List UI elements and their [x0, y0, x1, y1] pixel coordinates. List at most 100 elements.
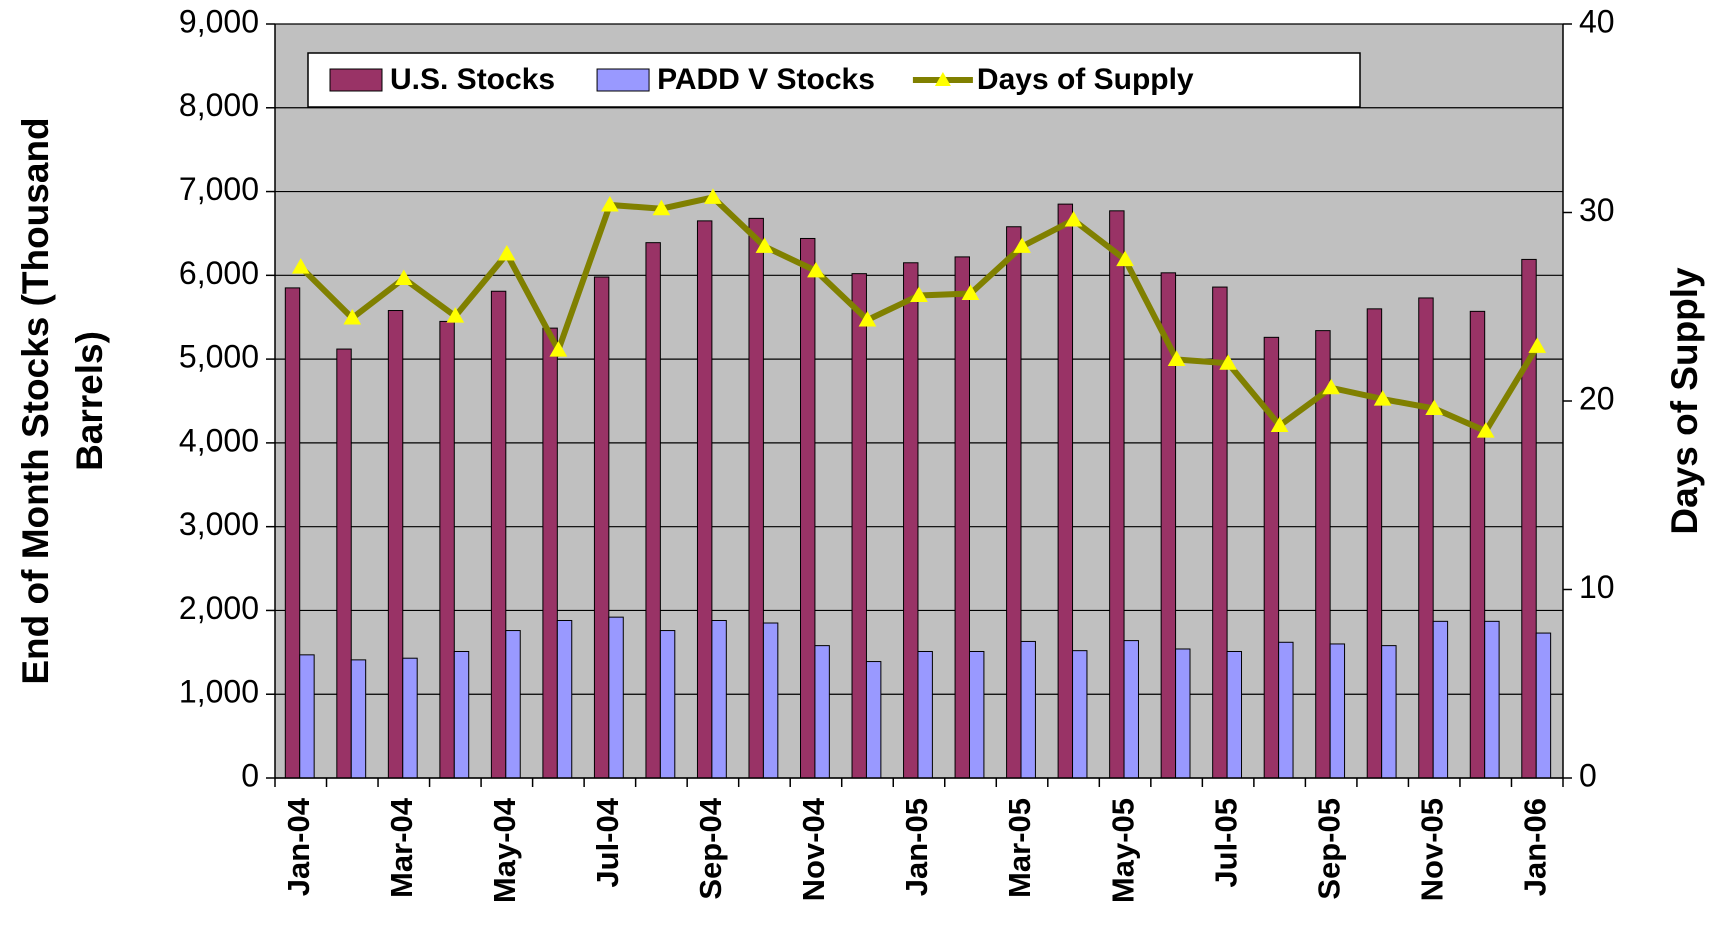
- bar: [1484, 620, 1500, 779]
- y-tick-label: 1,000: [179, 674, 259, 710]
- bar: [439, 320, 455, 779]
- bar: [1381, 645, 1397, 779]
- marker: [858, 310, 877, 327]
- bar: [1020, 640, 1036, 779]
- y-tick-label: 4,000: [179, 422, 259, 458]
- marker: [1476, 422, 1495, 438]
- marker: [1167, 350, 1186, 367]
- bar: [299, 654, 315, 779]
- bar: [593, 276, 610, 779]
- bar: [1329, 643, 1346, 779]
- marker: [497, 244, 516, 261]
- bar: [1521, 258, 1537, 779]
- bar: [1175, 648, 1191, 779]
- bar: [1366, 308, 1383, 779]
- marker: [961, 284, 980, 301]
- bar: [350, 659, 367, 779]
- y2-tick-label: 30: [1579, 192, 1615, 228]
- x-tick-label: May-04: [487, 797, 522, 903]
- marker: [1013, 237, 1031, 253]
- bar: [402, 657, 418, 779]
- bar: [968, 650, 985, 779]
- y2-tick-label: 20: [1579, 380, 1615, 416]
- bar: [954, 256, 970, 779]
- x-tick-label: May-05: [1105, 798, 1140, 903]
- y2-axis-title: Days of Supply: [1664, 267, 1705, 535]
- y-tick-label: 5,000: [179, 339, 259, 375]
- bar: [1535, 632, 1552, 779]
- bar: [608, 616, 624, 779]
- bar: [1432, 620, 1449, 779]
- y-tick-label: 0: [241, 757, 259, 793]
- legend-swatch: [596, 68, 650, 92]
- marker: [652, 199, 671, 216]
- bar: [1226, 650, 1243, 779]
- marker: [446, 307, 465, 323]
- marker: [807, 261, 825, 278]
- y-tick-label: 3,000: [179, 506, 259, 542]
- marker: [1270, 416, 1289, 433]
- x-tick-label: Mar-04: [384, 797, 419, 898]
- marker: [549, 341, 568, 357]
- marker: [1528, 337, 1547, 353]
- marker: [1322, 378, 1341, 395]
- x-tick-label: Jan-05: [899, 798, 934, 896]
- marker: [1064, 211, 1083, 227]
- bar: [711, 619, 727, 779]
- bar: [1263, 336, 1280, 779]
- bar: [1109, 210, 1125, 779]
- bar: [851, 273, 867, 779]
- bar: [762, 622, 779, 779]
- bar: [336, 348, 352, 779]
- marker: [755, 237, 774, 253]
- bar: [1123, 640, 1139, 779]
- y-tick-label: 8,000: [179, 87, 259, 123]
- y-tick-label: 7,000: [179, 171, 259, 207]
- bar: [748, 217, 764, 779]
- legend-marker: [934, 72, 951, 86]
- y-tick-label: 9,000: [179, 3, 259, 39]
- bar: [1006, 226, 1022, 779]
- legend-swatch: [329, 68, 383, 92]
- marker: [910, 286, 928, 302]
- y-tick-label: 6,000: [179, 255, 259, 291]
- marker: [704, 188, 722, 204]
- marker: [1219, 354, 1237, 370]
- x-tick-label: Jan-04: [281, 797, 316, 896]
- y2-tick-label: 40: [1579, 3, 1615, 39]
- bar: [505, 630, 521, 779]
- legend-label: U.S. Stocks: [390, 63, 555, 96]
- legend-label: Days of Supply: [977, 63, 1194, 96]
- bar: [1418, 297, 1434, 779]
- legend-label: PADD V Stocks: [657, 63, 875, 96]
- y2-tick-label: 10: [1579, 569, 1615, 605]
- bar: [284, 287, 301, 779]
- x-tick-label: Jan-06: [1517, 798, 1552, 896]
- legend-box: [307, 52, 1361, 108]
- marker: [601, 195, 619, 212]
- bar: [903, 262, 919, 779]
- bar: [659, 630, 676, 779]
- x-tick-label: Nov-04: [796, 797, 831, 901]
- bar: [800, 237, 816, 779]
- y-tick-label: 2,000: [179, 590, 259, 626]
- marker: [1373, 390, 1392, 406]
- bar: [814, 645, 830, 779]
- y2-tick-label: 0: [1579, 757, 1597, 793]
- bar: [1278, 641, 1294, 779]
- legend: U.S. Stocks PADD V Stocks Days of Supply: [307, 52, 1361, 108]
- y-axis-title: End of Month Stocks (Thousand: [15, 117, 56, 684]
- x-tick-label: Jul-05: [1208, 798, 1243, 888]
- bar: [387, 310, 404, 779]
- marker: [1425, 399, 1444, 416]
- bar: [917, 650, 933, 779]
- bar: [865, 661, 882, 779]
- x-tick-label: Nov-05: [1414, 798, 1449, 901]
- bar: [1469, 310, 1486, 779]
- bar: [490, 290, 507, 779]
- x-tick-label: Jul-04: [590, 797, 625, 887]
- bar: [696, 220, 713, 779]
- x-tick-label: Sep-05: [1311, 798, 1346, 900]
- bar: [556, 619, 573, 779]
